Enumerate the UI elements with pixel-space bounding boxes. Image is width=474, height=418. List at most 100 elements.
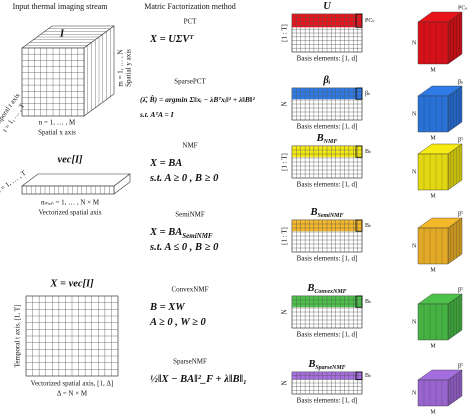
cube-front [417,21,449,65]
cube-front [417,95,449,133]
basis-tag: Bₖ [365,149,372,155]
basis-axis: Basis elements: [1, d] [297,181,358,189]
formula: s.t. AᵀA = I [139,110,175,119]
basis-title-sub: NMF [323,139,338,145]
basis-axis: Basis elements: [1, d] [297,255,358,263]
y-range: m = 1, … , N [117,49,125,86]
input-header: Input thermal imaging stream [13,2,109,11]
cube-lines [423,14,460,64]
basis-title-main: U [323,1,332,12]
cube-n: N [412,319,417,325]
basis-title-main: B [316,133,324,144]
cube-tag: βₖ [458,79,464,85]
cube-front [417,379,449,407]
y-axis: Spatial y axis [125,49,133,87]
cube-tag: βᵀ [458,363,464,369]
formula-text: s.t. AᵀA = I [139,110,175,119]
matrix-label: X = vec[I] [49,278,94,289]
grid [291,295,363,329]
basis-title: βᵢ [322,75,330,86]
formula: X = BASemiNMF [149,227,213,239]
cube-n: N [412,243,417,249]
basis-axis: Basis elements: [1, d] [297,397,358,405]
basis-axis: Basis elements: [1, d] [297,123,358,131]
formula-text: ½‖X − BA‖²_F + λ‖B‖₁ [150,374,247,385]
grid [21,47,85,117]
cube-tag: PCₖ [458,5,468,11]
cube-front [417,303,449,341]
vec-range: nₘₓₙ = 1, … , N × M [41,199,100,207]
cube-lines [423,146,460,190]
formula-text: X = UΣVᵀ [149,34,194,45]
grid [21,185,115,195]
basis-title: U [323,1,332,12]
cube-depth-lines [25,28,111,114]
formula: (λ̂, B̂) = argmin Σ‖xᵢ − λBᵀxᵢ‖² + λ‖B‖² [140,93,255,103]
cube-lines [423,88,460,132]
formula: s.t. A ≤ 0 , B ≥ 0 [149,242,219,253]
basis-side: N [281,101,289,106]
basis-title-main: B [307,359,315,370]
cube-lines [423,296,460,340]
method-header: Matric Factorization method [144,2,236,11]
cube-n: N [412,111,417,117]
formula-text: B = XW [149,302,185,313]
basis-tag: Bₖ [365,373,372,379]
cube-n: N [412,169,417,175]
cube-tag: βᵀ [458,211,464,217]
basis-title: BNMF [316,133,338,145]
basis-title: BConvexNMF [306,283,346,295]
basis-title-sub: SparseNMF [315,365,345,371]
cube-n: N [412,390,417,396]
cube-lines [423,220,460,264]
basis-side: N [281,380,289,385]
basis-side: [1 : T] [281,227,289,245]
basis-side: N [281,309,289,314]
formula-sub: SemiNMF [182,232,213,240]
x-range: n = 1, … , M [39,119,76,127]
basis-title-sub: ConvexNMF [314,289,346,295]
matrix-t-axis: Temporal t axis, [1, T] [14,305,22,368]
basis-highlight [355,87,363,100]
formula: X = UΣVᵀ [149,34,194,45]
formula-text: A ≥ 0 , W ≥ 0 [149,317,207,328]
method-name: NMF [182,142,197,150]
formula-text: (λ̂, B̂) = argmin Σ‖xᵢ − λBᵀxᵢ‖² + λ‖B‖² [140,93,255,103]
cube-n: N [412,40,417,46]
cube-tag: βᵀ [458,137,464,143]
cube-front [417,227,449,265]
vec-axis: Vectorized spatial axis [39,209,102,217]
cube-lines [423,372,460,406]
basis-tag: PCₖ [365,18,375,24]
basis-highlight [355,371,363,381]
formula: ½‖X − BA‖²_F + λ‖B‖₁ [150,374,247,385]
grid [25,295,119,377]
grid [291,371,363,395]
basis-title: BSemiNMF [309,207,343,219]
basis-title-main: βᵢ [322,75,330,86]
formula: X = BA [149,158,182,169]
grid [291,87,363,121]
grid [291,219,363,253]
grid [291,13,363,53]
vec-label: vec[I] [57,154,83,165]
basis-tag: Bₖ [365,223,372,229]
delta: Δ = N × M [57,390,88,398]
basis-highlight [355,295,363,308]
cube-front [417,153,449,191]
basis-title: BSparseNMF [307,359,345,371]
basis-title-main: B [309,207,317,218]
formula-text: X = BA [149,158,182,169]
method-name: PCT [184,18,198,26]
basis-side: [1 : T] [281,153,289,171]
slab-top [21,173,131,187]
formula-text: s.t. A ≥ 0 , B ≥ 0 [149,173,219,184]
grid [291,145,363,179]
matrix-x-axis: Vectorized spatial axis, [1, Δ] [31,380,114,388]
method-name: SparsePCT [174,78,206,86]
basis-tag: Bₖ [365,299,372,305]
x-axis: Spatial x axis [38,129,76,137]
formula: s.t. A ≥ 0 , B ≥ 0 [149,173,219,184]
basis-highlight [355,13,363,28]
cube-m: M [430,267,436,273]
